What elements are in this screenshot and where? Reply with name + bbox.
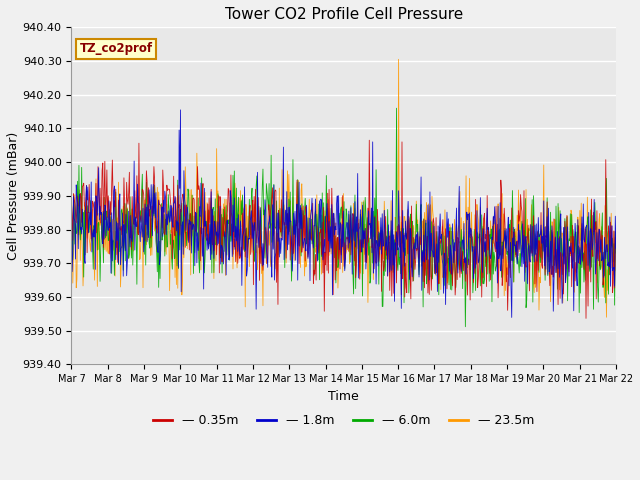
Y-axis label: Cell Pressure (mBar): Cell Pressure (mBar)	[7, 132, 20, 260]
Legend: — 0.35m, — 1.8m, — 6.0m, — 23.5m: — 0.35m, — 1.8m, — 6.0m, — 23.5m	[148, 409, 540, 432]
X-axis label: Time: Time	[328, 390, 359, 403]
Title: Tower CO2 Profile Cell Pressure: Tower CO2 Profile Cell Pressure	[225, 7, 463, 22]
Text: TZ_co2prof: TZ_co2prof	[79, 42, 153, 56]
